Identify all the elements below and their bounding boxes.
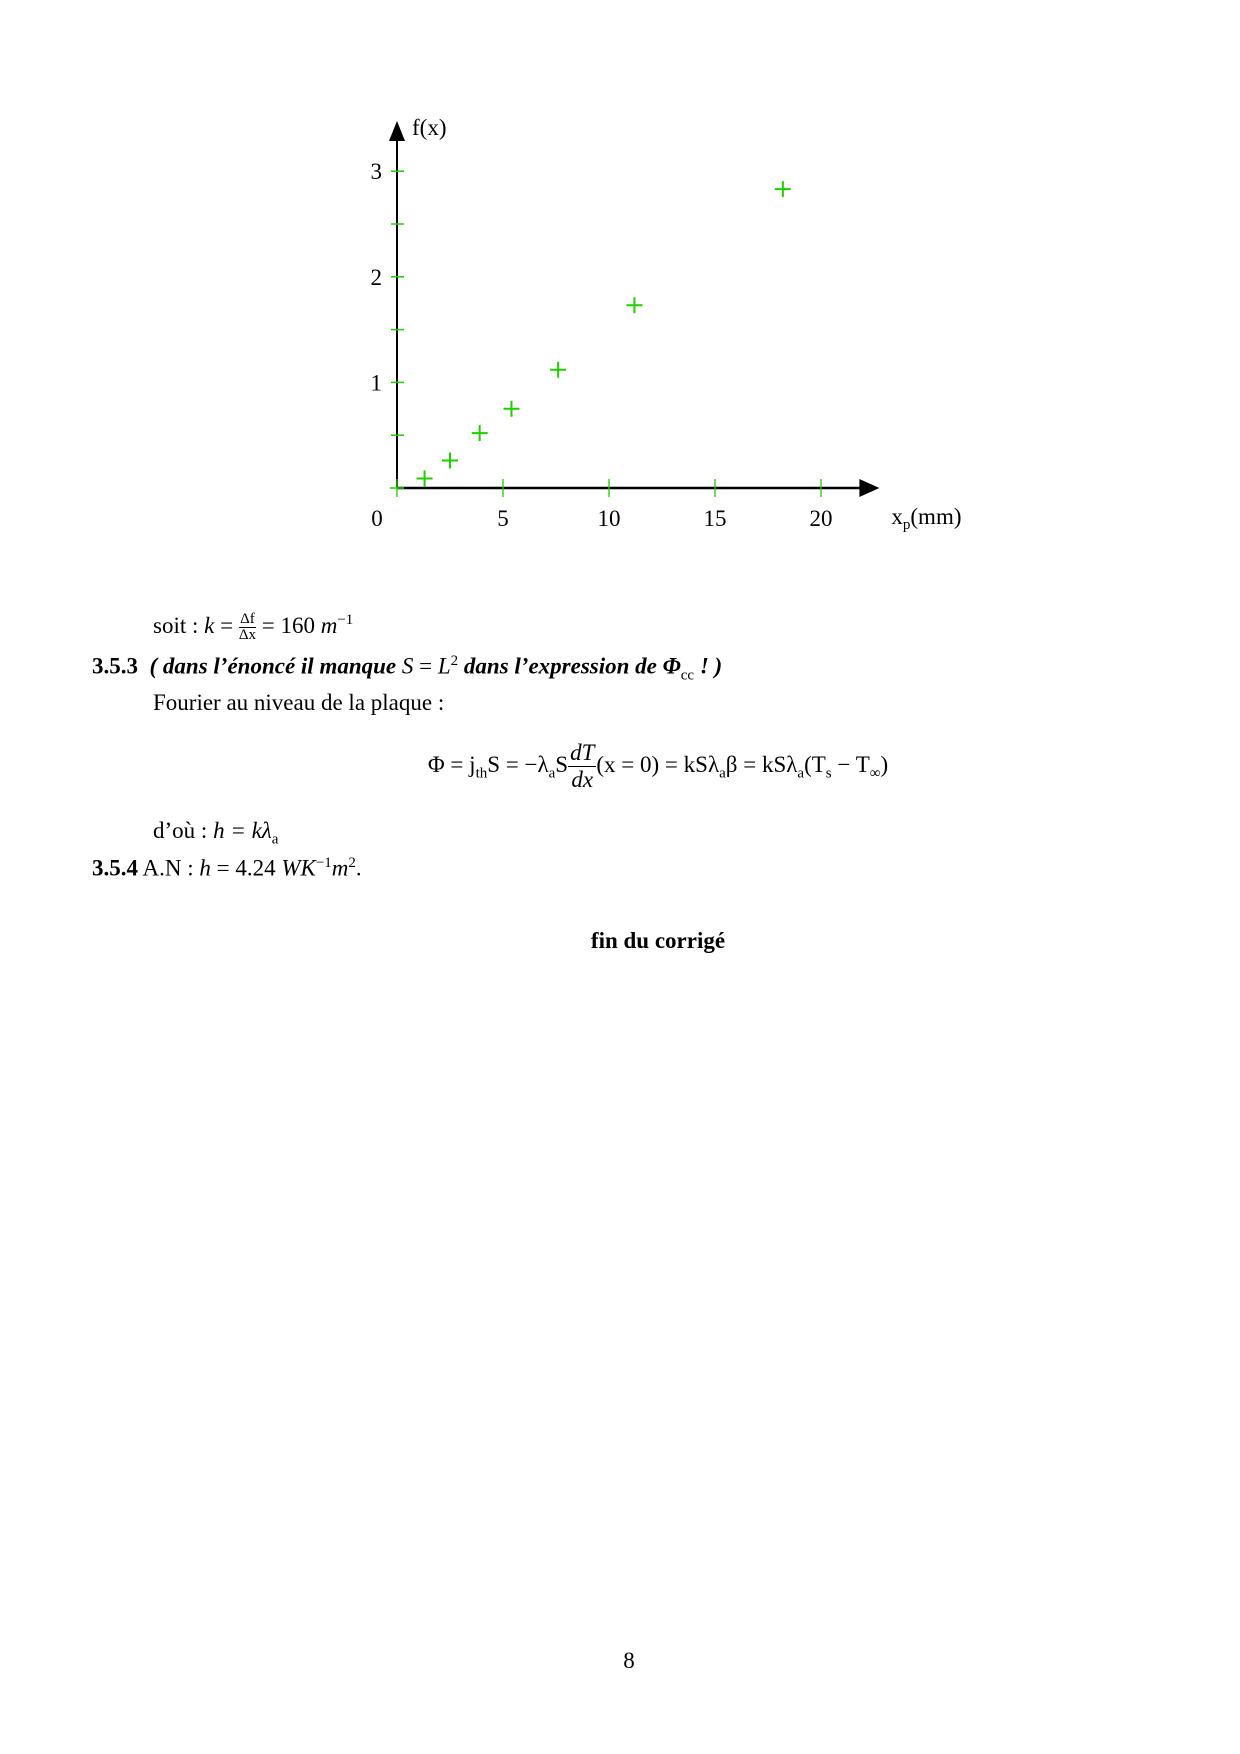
x-tick-label: 10 [598, 506, 621, 531]
exponent: 2 [450, 653, 459, 669]
text: dans l’expression de Φ [458, 653, 681, 679]
math: m [331, 855, 349, 881]
data-point [774, 181, 791, 198]
y-tick-label: 2 [371, 265, 383, 290]
y-tick-label: 1 [371, 370, 383, 395]
data-point [471, 425, 488, 442]
text: . [355, 855, 362, 881]
soit-line: soit : k = Δf Δx = 160 m−1 [153, 612, 353, 643]
subscript: a [797, 765, 805, 782]
value: = 160 [255, 612, 321, 638]
subscript: a [548, 765, 556, 782]
data-point [503, 400, 520, 417]
x-axis-label: xp(mm) [891, 504, 961, 533]
math: − T [831, 751, 870, 777]
x-tick-label: 0 [371, 506, 383, 531]
data-point [626, 297, 643, 314]
math: (T [804, 751, 826, 777]
math: S = −λ [487, 751, 549, 777]
math: h [199, 855, 211, 881]
subscript: cc [680, 667, 695, 684]
subscript: a [271, 831, 279, 848]
numerator: dT [568, 740, 597, 767]
data-point [442, 452, 458, 469]
x-tick-label: 15 [704, 506, 727, 531]
subscript: ∞ [869, 765, 881, 782]
equation: Φ = jthS = −λaS dT dx (x = 0) = kSλaβ = kSλ… [0, 740, 1240, 793]
denominator: Δx [238, 627, 256, 643]
data-point [550, 361, 567, 378]
text: = [413, 653, 438, 679]
subscript: a [719, 765, 726, 782]
subscript: th [475, 765, 488, 782]
dou-line: d’où : h = kλa [153, 818, 278, 849]
fourier-line: Fourier au niveau de la plaque : [153, 690, 445, 715]
math: ) [880, 751, 889, 777]
math: k [204, 612, 215, 638]
subscript: s [825, 765, 832, 782]
page-number: 8 [623, 1648, 635, 1673]
exponent: −1 [337, 612, 354, 629]
math: β = kSλ [725, 751, 798, 777]
text: d’où : [153, 818, 214, 843]
labels: 0 5 10 15 20 1 2 3 f(x) xp(mm) [371, 115, 962, 533]
text: soit : [153, 612, 205, 638]
fraction: Δf Δx [239, 612, 256, 643]
ticks [390, 170, 822, 497]
exponent: −1 [315, 855, 332, 871]
unit: m [320, 612, 338, 638]
text: = 4.24 [210, 855, 282, 881]
text: ! ) [694, 653, 723, 679]
text: A.N : [138, 855, 200, 881]
end-heading: fin du corrigé [590, 928, 726, 953]
math: h = kλ [213, 818, 272, 843]
math: S [401, 653, 414, 679]
math: WK [281, 855, 316, 881]
denominator: dx [571, 767, 594, 792]
math: (x = 0) = kSλ [596, 751, 720, 777]
section-3-5-4: 3.5.4 A.N : h = 4.24 WK−1m2. [92, 855, 362, 882]
section-number: 3.5.3 [92, 653, 138, 679]
numerator: Δf [239, 611, 256, 628]
section-3-5-3: 3.5.3 ( dans l’énoncé il manque S = L2 d… [92, 653, 722, 684]
data-point [416, 470, 433, 487]
math: L [437, 653, 451, 679]
text: ( dans l’énoncé il manque [149, 653, 402, 679]
y-axis-arrow [389, 120, 405, 141]
y-tick-label: 3 [371, 159, 383, 184]
data-points [416, 181, 791, 487]
x-tick-label: 5 [497, 506, 509, 531]
math: S [555, 751, 569, 777]
math: Φ = j [427, 751, 476, 777]
x-tick-label: 20 [810, 506, 833, 531]
x-axis-arrow [859, 479, 880, 497]
text: = [214, 612, 239, 638]
axes [389, 120, 880, 497]
scatter-chart: 0 5 10 15 20 1 2 3 f(x) xp(mm) [371, 115, 962, 533]
section-number: 3.5.4 [92, 855, 138, 881]
fraction: dT dx [568, 740, 597, 793]
exponent: 2 [348, 855, 356, 871]
y-axis-label: f(x) [412, 115, 446, 140]
